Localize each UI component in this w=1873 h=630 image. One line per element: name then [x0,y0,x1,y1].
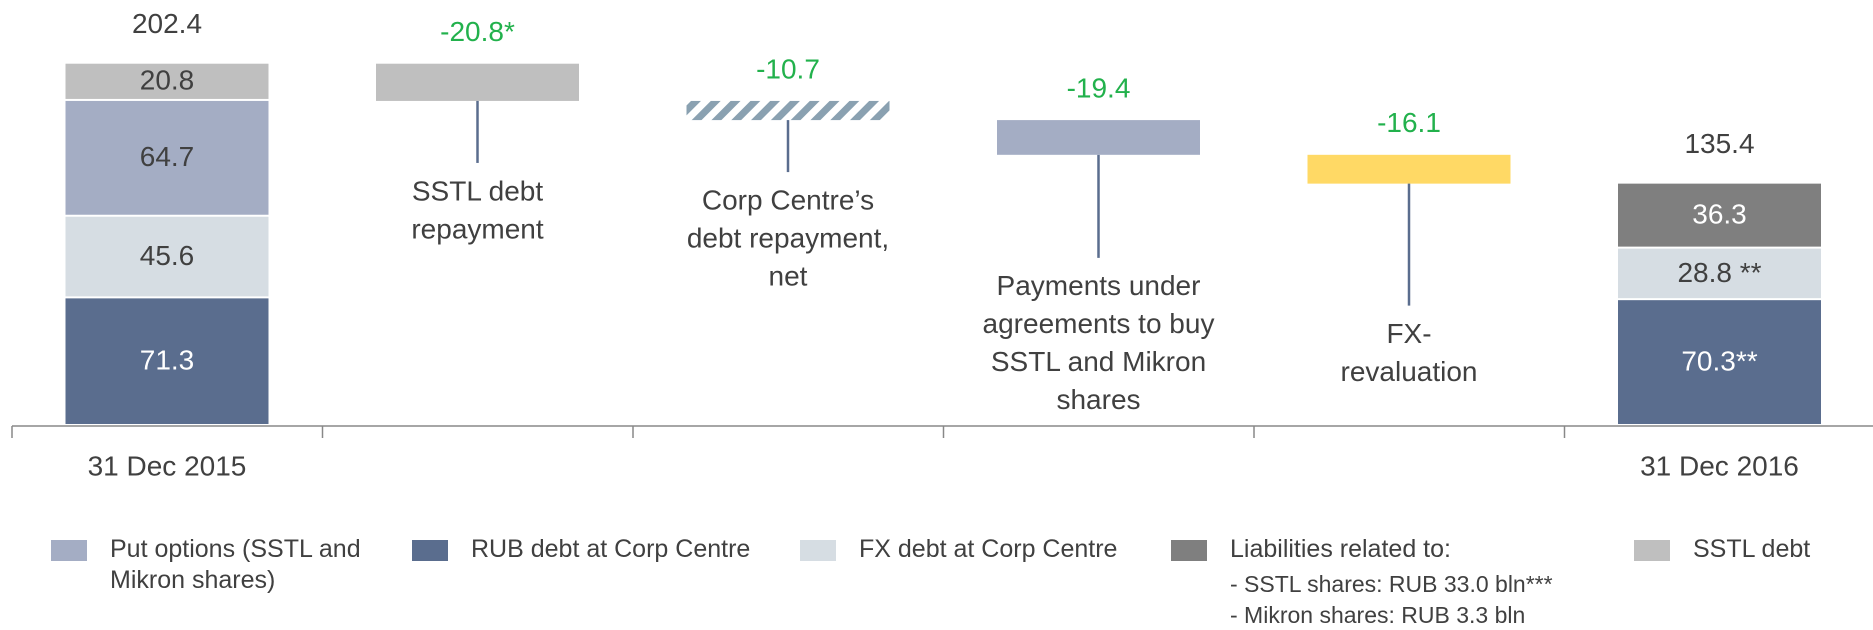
value-label: 70.3** [1681,345,1757,376]
step-bar [1307,154,1511,184]
legend-label: SSTL debt [1693,535,1811,563]
step-value-label: -19.4 [1067,72,1131,103]
x-tick-label: 31 Dec 2016 [1640,450,1799,481]
step-label: SSTL and Mikron [991,346,1206,377]
legend-note: - Mikron shares: RUB 3.3 bln [1230,602,1526,628]
x-tick-label: 31 Dec 2015 [88,450,247,481]
step-bar [376,63,579,101]
bar-segment [65,100,269,215]
value-label: 36.3 [1692,199,1747,230]
bar-segment [65,216,269,297]
bar-segment [65,298,269,424]
step-label: Payments under [997,270,1201,301]
legend-swatch [412,540,448,561]
bar-segment [1618,183,1821,247]
step-label: shares [1056,384,1140,415]
step-label: revaluation [1341,356,1478,387]
step-label: net [769,260,808,291]
value-label: 45.6 [140,240,195,271]
value-label: 28.8 ** [1677,257,1761,288]
bar-segment [1618,248,1821,299]
step-value-label: -20.8* [440,16,515,47]
step-bar [686,100,890,121]
value-label: 64.7 [140,141,195,172]
legend-swatch [51,540,87,561]
legend-label: Liabilities related to: [1230,535,1451,563]
legend-swatch [1171,540,1207,561]
legend-note: - SSTL shares: RUB 33.0 bln*** [1230,571,1553,597]
legend-label: RUB debt at Corp Centre [471,535,751,563]
step-label: FX- [1386,318,1431,349]
step-value-label: -10.7 [756,53,820,84]
bar-segment [1618,300,1821,424]
step-value-label: -16.1 [1377,107,1441,138]
legend-swatch [800,540,836,561]
legend-label: FX debt at Corp Centre [859,535,1118,563]
step-label: Corp Centre’s [702,184,874,215]
step-label: debt repayment, [687,222,889,253]
legend-swatch [1634,540,1670,561]
step-label: SSTL debt [412,175,543,206]
step-label: agreements to buy [983,308,1215,339]
step-label: repayment [411,213,544,244]
total-label: 135.4 [1684,128,1754,159]
step-bar [997,120,1200,155]
value-label: 71.3 [140,345,195,376]
value-label: 20.8 [140,65,195,96]
legend-label: Put options (SSTL and Mikron shares) [110,535,361,594]
total-label: 202.4 [132,8,202,39]
bar-segment [65,63,269,99]
